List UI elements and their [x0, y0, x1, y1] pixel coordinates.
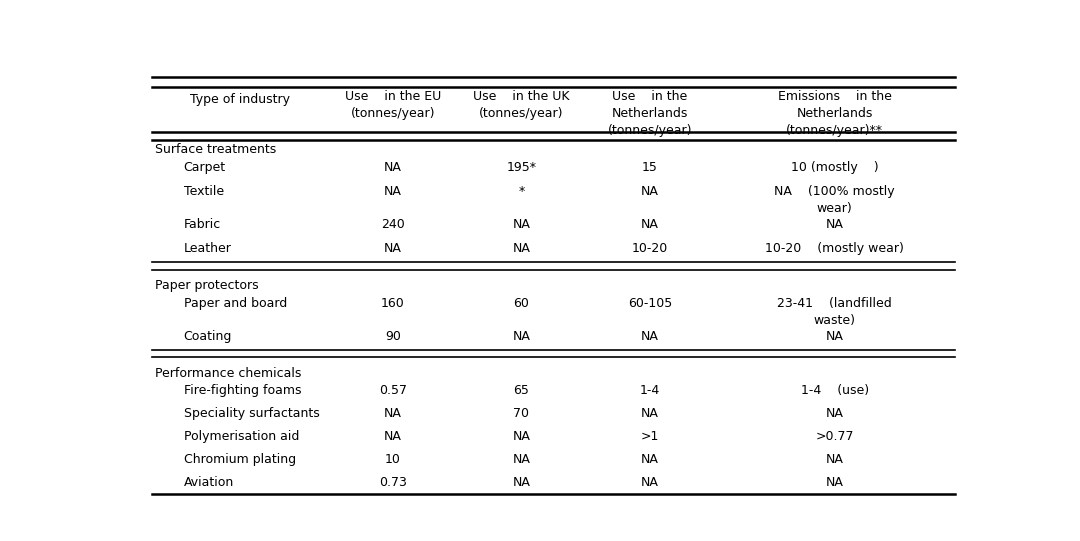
Text: NA: NA — [642, 185, 659, 198]
Text: Polymerisation aid: Polymerisation aid — [184, 430, 299, 443]
Text: Paper protectors: Paper protectors — [156, 279, 259, 292]
Text: NA: NA — [826, 453, 843, 466]
Text: NA: NA — [383, 430, 402, 443]
Text: *: * — [518, 185, 525, 198]
Text: NA    (100% mostly
wear): NA (100% mostly wear) — [774, 185, 895, 215]
Text: NA: NA — [642, 476, 659, 489]
Text: Coating: Coating — [184, 330, 232, 343]
Text: NA: NA — [512, 430, 530, 443]
Text: NA: NA — [826, 330, 843, 343]
Text: Leather: Leather — [184, 242, 231, 255]
Text: NA: NA — [826, 407, 843, 420]
Text: NA: NA — [642, 218, 659, 231]
Text: 60-105: 60-105 — [627, 296, 672, 309]
Text: 10 (mostly    ): 10 (mostly ) — [791, 161, 878, 174]
Text: 10-20    (mostly wear): 10-20 (mostly wear) — [766, 242, 904, 255]
Text: NA: NA — [642, 330, 659, 343]
Text: 10-20: 10-20 — [632, 242, 669, 255]
Text: Aviation: Aviation — [184, 476, 233, 489]
Text: 240: 240 — [381, 218, 405, 231]
Text: Carpet: Carpet — [184, 161, 226, 174]
Text: Paper and board: Paper and board — [184, 296, 287, 309]
Text: Surface treatments: Surface treatments — [156, 143, 276, 156]
Text: Chromium plating: Chromium plating — [184, 453, 296, 466]
Text: Use    in the
Netherlands
(tonnes/year): Use in the Netherlands (tonnes/year) — [608, 90, 692, 137]
Text: 195*: 195* — [507, 161, 537, 174]
Text: 0.73: 0.73 — [379, 476, 407, 489]
Text: 160: 160 — [381, 296, 405, 309]
Text: 1-4    (use): 1-4 (use) — [800, 384, 868, 397]
Text: Fabric: Fabric — [184, 218, 220, 231]
Text: Emissions    in the
Netherlands
(tonnes/year)**: Emissions in the Netherlands (tonnes/yea… — [778, 90, 892, 137]
Text: 0.57: 0.57 — [379, 384, 407, 397]
Text: NA: NA — [383, 407, 402, 420]
Text: NA: NA — [642, 453, 659, 466]
Text: NA: NA — [383, 242, 402, 255]
Text: Fire-fighting foams: Fire-fighting foams — [184, 384, 301, 397]
Text: 10: 10 — [384, 453, 401, 466]
Text: NA: NA — [512, 330, 530, 343]
Text: Use    in the UK
(tonnes/year): Use in the UK (tonnes/year) — [473, 90, 569, 120]
Text: 1-4: 1-4 — [639, 384, 660, 397]
Text: Use    in the EU
(tonnes/year): Use in the EU (tonnes/year) — [345, 90, 441, 120]
Text: Speciality surfactants: Speciality surfactants — [184, 407, 320, 420]
Text: 60: 60 — [513, 296, 529, 309]
Text: NA: NA — [512, 453, 530, 466]
Text: 23-41    (landfilled
waste): 23-41 (landfilled waste) — [778, 296, 892, 327]
Text: 90: 90 — [384, 330, 401, 343]
Text: 65: 65 — [513, 384, 529, 397]
Text: 70: 70 — [513, 407, 529, 420]
Text: NA: NA — [383, 185, 402, 198]
Text: Type of industry: Type of industry — [190, 93, 291, 106]
Text: >0.77: >0.77 — [815, 430, 854, 443]
Text: NA: NA — [383, 161, 402, 174]
Text: NA: NA — [826, 218, 843, 231]
Text: NA: NA — [512, 242, 530, 255]
Text: NA: NA — [642, 407, 659, 420]
Text: Performance chemicals: Performance chemicals — [156, 366, 301, 380]
Text: NA: NA — [826, 476, 843, 489]
Text: >1: >1 — [640, 430, 659, 443]
Text: NA: NA — [512, 476, 530, 489]
Text: NA: NA — [512, 218, 530, 231]
Text: Textile: Textile — [184, 185, 224, 198]
Text: 15: 15 — [642, 161, 658, 174]
